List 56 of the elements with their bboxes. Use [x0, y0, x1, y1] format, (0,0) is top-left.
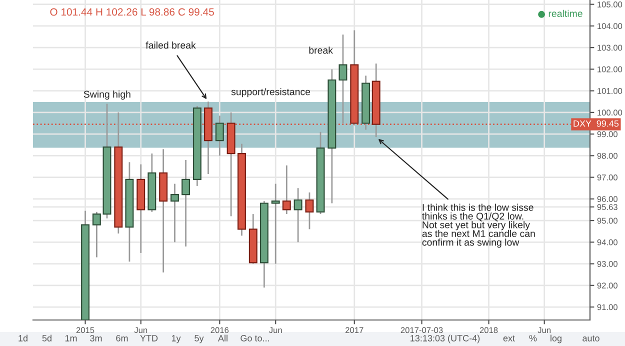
x-tick-label: Jun — [269, 327, 282, 334]
annotation: Swing high — [84, 90, 130, 100]
text: 3m — [90, 335, 102, 342]
text: All — [218, 334, 228, 342]
candlestick — [92, 211, 101, 258]
annotation: failed break — [146, 42, 196, 49]
annotation: I think this is the low sisse thinks is the Q1/Q2 low. Not set yet but very likely as the next M1 candle can confirm it as swing low — [422, 204, 535, 248]
text: 1m — [65, 335, 77, 342]
x-tick-label: Jun — [134, 327, 148, 334]
y-tick-label: 101.00 — [598, 88, 622, 94]
ref-line-label: DXY 99.45 — [574, 120, 619, 127]
y-tick-label: 99.00 — [597, 131, 618, 138]
text: Go to... — [240, 335, 269, 342]
candlestick — [271, 183, 280, 264]
x-tick-label: Jun — [538, 327, 551, 334]
y-tick-label: 100.00 — [598, 110, 622, 116]
candlestick — [305, 192, 314, 230]
x-tick-label: 2018 — [480, 327, 498, 334]
text: ext — [503, 336, 515, 342]
text: log — [550, 334, 562, 344]
text: O 101.44 H 102.26 L 98.86 C 99.45 — [50, 8, 214, 16]
text: 5d — [42, 334, 52, 342]
candlestick — [282, 164, 291, 215]
y-tick-label: 96.00 — [597, 196, 618, 202]
y-tick-label: 105.00 — [598, 2, 622, 8]
candlestick — [338, 34, 348, 124]
y-tick-label: 94.00 — [597, 239, 618, 246]
text: 5y — [194, 335, 204, 344]
candlestick — [170, 183, 179, 243]
text: auto — [582, 336, 600, 342]
x-tick-label: 2016 — [210, 327, 229, 334]
y-tick-label: 103.00 — [598, 44, 622, 51]
x-tick-label: 2017 — [346, 327, 364, 334]
text: % — [529, 335, 537, 342]
candlestick — [182, 159, 190, 248]
annotation: realtime — [548, 10, 582, 18]
x-tick-label: 2015 — [76, 327, 94, 334]
text: 6m — [116, 335, 128, 342]
y-tick-label: 93.00 — [597, 260, 618, 267]
text: 1d — [18, 334, 28, 342]
y-tick-label: 91.00 — [597, 304, 618, 310]
text: 1y — [172, 335, 181, 344]
y-tick-label: 95.00 — [597, 218, 618, 224]
annotation: support/resistance — [231, 88, 310, 98]
y-tick-label: 97.00 — [597, 174, 618, 180]
candlestick — [215, 114, 224, 156]
y-tick-label: 98.00 — [597, 152, 618, 159]
y-tick-label: 92.00 — [597, 282, 618, 289]
text: 13:13:03 (UTC-4) — [410, 334, 480, 344]
annotation: break — [309, 46, 333, 54]
x-tick-label: 2017-07-03 — [400, 327, 443, 334]
candlestick — [294, 187, 302, 243]
y-tick-label: 95.63 — [597, 204, 618, 210]
y-tick-label: 102.00 — [598, 66, 622, 72]
text: YTD — [140, 335, 158, 342]
y-tick-label: 104.00 — [598, 23, 622, 30]
